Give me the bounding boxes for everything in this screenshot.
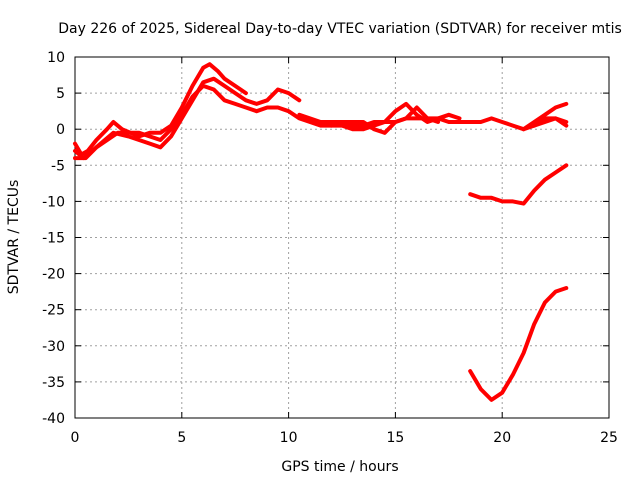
y-tick-label: 5 [56, 86, 65, 102]
y-tick-label: -10 [42, 194, 65, 210]
x-tick-label: 20 [493, 430, 511, 446]
x-tick-label: 10 [280, 430, 298, 446]
series-line-track-a [73, 62, 248, 157]
y-tick-label: -25 [42, 303, 65, 319]
x-tick-labels: 0 5 10 15 20 25 [71, 430, 618, 446]
y-tick-label: -35 [42, 375, 65, 391]
x-axis-label: GPS time / hours [281, 459, 398, 475]
series-line-track-g [532, 116, 569, 128]
grid [75, 57, 609, 418]
series-line-track-h [468, 163, 569, 206]
x-tick-label: 5 [177, 430, 186, 446]
y-tick-label: -20 [42, 267, 65, 283]
x-tick-label: 15 [386, 430, 404, 446]
tick-marks [74, 56, 610, 419]
series-line-track-f [521, 101, 569, 132]
y-tick-label: -40 [42, 411, 65, 427]
y-tick-label: 10 [47, 50, 65, 66]
series-line-track-i [468, 286, 569, 402]
y-tick-label: -30 [42, 339, 65, 355]
x-tick-label: 0 [71, 430, 80, 446]
series-line-track-e [318, 105, 441, 135]
series-line-track-b [73, 76, 302, 161]
y-tick-label: -5 [51, 158, 65, 174]
chart-title: Day 226 of 2025, Sidereal Day-to-day VTE… [58, 21, 622, 37]
y-tick-labels: 10 5 0 -5 -10 -15 -20 -25 -30 -35 -40 [42, 50, 65, 427]
y-tick-label: 0 [56, 122, 65, 138]
series-group [73, 62, 569, 402]
y-axis-label: SDTVAR / TECUs [6, 180, 22, 295]
y-tick-label: -15 [42, 231, 65, 247]
x-tick-label: 25 [600, 430, 618, 446]
